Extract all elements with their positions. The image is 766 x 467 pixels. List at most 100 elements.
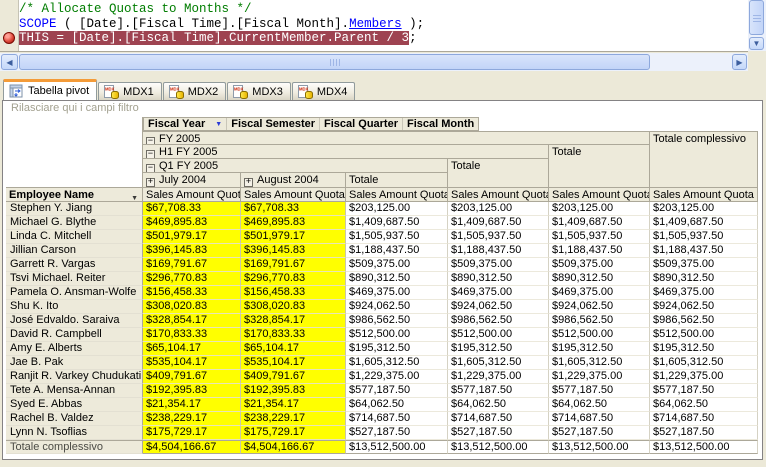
quota-value-cell-highlighted: $308,020.83 (241, 300, 346, 314)
expand-icon[interactable]: + (146, 177, 155, 187)
code-line-scope: SCOPE ( [Date].[Fiscal Time].[Fiscal Mon… (19, 16, 425, 31)
collapse-icon[interactable]: − (146, 163, 155, 173)
field-button-fiscal-month[interactable]: Fiscal Month (402, 118, 478, 130)
quota-value-cell-highlighted: $501,979.17 (143, 230, 241, 244)
column-header-fiscal-quarter[interactable]: − Q1 FY 2005 (143, 159, 448, 173)
column-header-fiscal-year[interactable]: − FY 2005 (143, 131, 650, 145)
quota-total-value-cell: $203,125.00 (650, 202, 758, 216)
column-header-month-august[interactable]: + August 2004 (241, 173, 346, 188)
quota-value-cell-highlighted: $65,104.17 (143, 342, 241, 356)
mdx-script-editor: /* Allocate Quotas to Months */SCOPE ( [… (0, 0, 766, 75)
quota-value-cell-highlighted: $170,833.33 (241, 328, 346, 342)
quota-total-value-cell: $512,500.00 (650, 328, 758, 342)
tab-mdx2[interactable]: MDX MDX2 (162, 82, 227, 100)
field-button-fiscal-quarter[interactable]: Fiscal Quarter (319, 118, 402, 130)
quota-value-cell-highlighted: $170,833.33 (143, 328, 241, 342)
vertical-scrollbar-thumb[interactable] (749, 0, 764, 35)
row-header-employee[interactable]: Michael G. Blythe (6, 216, 143, 230)
quota-total-value-cell: $890,312.50 (448, 272, 549, 286)
quota-value-cell-highlighted: $21,354.17 (241, 398, 346, 412)
editor-vertical-scrollbar[interactable]: ▼ (748, 0, 766, 51)
quota-total-value-cell: $1,409,687.50 (549, 216, 650, 230)
quota-value-cell-highlighted: $238,229.17 (241, 412, 346, 426)
tab-mdx1[interactable]: MDX MDX1 (98, 82, 162, 100)
scroll-left-button[interactable]: ◀ (1, 54, 18, 70)
grand-total-row-header[interactable]: Totale complessivo (6, 440, 143, 454)
field-button-fiscal-semester[interactable]: Fiscal Semester (226, 118, 319, 130)
row-header-employee[interactable]: Ranjit R. Varkey Chudukatil (6, 370, 143, 384)
quota-total-value-cell: $469,375.00 (346, 286, 448, 300)
breakpoint-icon[interactable] (3, 32, 15, 44)
quota-total-value-cell: $509,375.00 (448, 258, 549, 272)
column-header-grand-total[interactable]: Totale complessivo (650, 131, 758, 188)
quota-total-value-cell: $577,187.50 (346, 384, 448, 398)
quota-value-cell-highlighted: $4,504,166.67 (241, 440, 346, 454)
quota-total-value-cell: $527,187.50 (549, 426, 650, 440)
row-field-button-employee-name[interactable]: Employee Name ▼ (6, 188, 143, 202)
filter-dropdown-icon[interactable]: ▼ (131, 195, 138, 202)
quota-total-value-cell: $714,687.50 (448, 412, 549, 426)
quota-total-value-cell: $986,562.50 (549, 314, 650, 328)
row-header-employee[interactable]: Garrett R. Vargas (6, 258, 143, 272)
quota-total-value-cell: $195,312.50 (549, 342, 650, 356)
quota-total-value-cell: $714,687.50 (650, 412, 758, 426)
tab-mdx4[interactable]: MDX MDX4 (291, 82, 356, 100)
row-header-employee[interactable]: Lynn N. Tsoflias (6, 426, 143, 440)
column-header-fiscal-semester[interactable]: − H1 FY 2005 (143, 145, 549, 159)
scroll-down-button[interactable]: ▼ (749, 37, 764, 50)
collapse-icon[interactable]: − (146, 136, 155, 145)
quota-total-value-cell: $469,375.00 (448, 286, 549, 300)
scroll-right-button[interactable]: ▶ (732, 54, 747, 70)
row-header-corner (6, 117, 143, 188)
code-text[interactable]: /* Allocate Quotas to Months */SCOPE ( [… (19, 0, 728, 53)
editor-horizontal-scrollbar[interactable]: ◀ ▶ (0, 53, 748, 71)
quota-total-value-cell: $64,062.50 (346, 398, 448, 412)
quota-total-value-cell: $509,375.00 (650, 258, 758, 272)
row-header-employee[interactable]: Stephen Y. Jiang (6, 202, 143, 216)
quota-value-cell-highlighted: $535,104.17 (143, 356, 241, 370)
measure-header-sales-amount-quota: Sales Amount Quota (143, 188, 241, 202)
horizontal-scrollbar-thumb[interactable] (19, 54, 650, 70)
row-header-employee[interactable]: Tsvi Michael. Reiter (6, 272, 143, 286)
row-header-employee[interactable]: Amy E. Alberts (6, 342, 143, 356)
column-header-quarter-total[interactable]: Totale (448, 159, 549, 188)
row-header-employee[interactable]: Rachel B. Valdez (6, 412, 143, 426)
row-header-employee[interactable]: Shu K. Ito (6, 300, 143, 314)
quota-total-value-cell: $1,605,312.50 (549, 356, 650, 370)
quota-total-value-cell: $512,500.00 (346, 328, 448, 342)
row-header-employee[interactable]: Jae B. Pak (6, 356, 143, 370)
filter-dropdown-icon[interactable]: ▼ (215, 120, 223, 128)
quota-value-cell-highlighted: $469,895.83 (143, 216, 241, 230)
field-button-fiscal-year[interactable]: Fiscal Year ▼ (148, 117, 223, 130)
filter-drop-zone[interactable]: Rilasciare qui i campi filtro (11, 102, 139, 114)
quota-value-cell-highlighted: $65,104.17 (241, 342, 346, 356)
row-header-employee[interactable]: Tete A. Mensa-Annan (6, 384, 143, 398)
collapse-icon[interactable]: − (146, 149, 155, 159)
quota-value-cell-highlighted: $21,354.17 (143, 398, 241, 412)
row-header-employee[interactable]: Jillian Carson (6, 244, 143, 258)
breakpoint-gutter[interactable] (0, 0, 19, 51)
column-header-semester-total[interactable]: Totale (549, 145, 650, 188)
quota-total-value-cell: $527,187.50 (346, 426, 448, 440)
expand-icon[interactable]: + (244, 177, 253, 187)
quota-total-value-cell: $469,375.00 (549, 286, 650, 300)
quota-total-value-cell: $527,187.50 (448, 426, 549, 440)
column-header-month-total[interactable]: Totale (346, 173, 448, 188)
quota-total-value-cell: $512,500.00 (549, 328, 650, 342)
quota-total-value-cell: $203,125.00 (346, 202, 448, 216)
tab-label: MDX3 (252, 85, 283, 98)
quota-value-cell-highlighted: $409,791.67 (143, 370, 241, 384)
row-header-employee[interactable]: José Edvaldo. Saraiva (6, 314, 143, 328)
quota-value-cell-highlighted: $396,145.83 (143, 244, 241, 258)
quota-total-value-cell: $1,188,437.50 (346, 244, 448, 258)
tab-mdx3[interactable]: MDX MDX3 (227, 82, 291, 100)
row-header-employee[interactable]: Pamela O. Ansman-Wolfe (6, 286, 143, 300)
row-header-employee[interactable]: Linda C. Mitchell (6, 230, 143, 244)
quota-total-value-cell: $195,312.50 (346, 342, 448, 356)
mdx-icon: MDX (297, 84, 313, 99)
row-header-employee[interactable]: Syed E. Abbas (6, 398, 143, 412)
tab-tabella-pivot[interactable]: Tabella pivot (3, 79, 98, 100)
column-header-month-july[interactable]: + July 2004 (143, 173, 241, 188)
row-header-employee[interactable]: David R. Campbell (6, 328, 143, 342)
code-surface[interactable]: /* Allocate Quotas to Months */SCOPE ( [… (0, 0, 748, 52)
